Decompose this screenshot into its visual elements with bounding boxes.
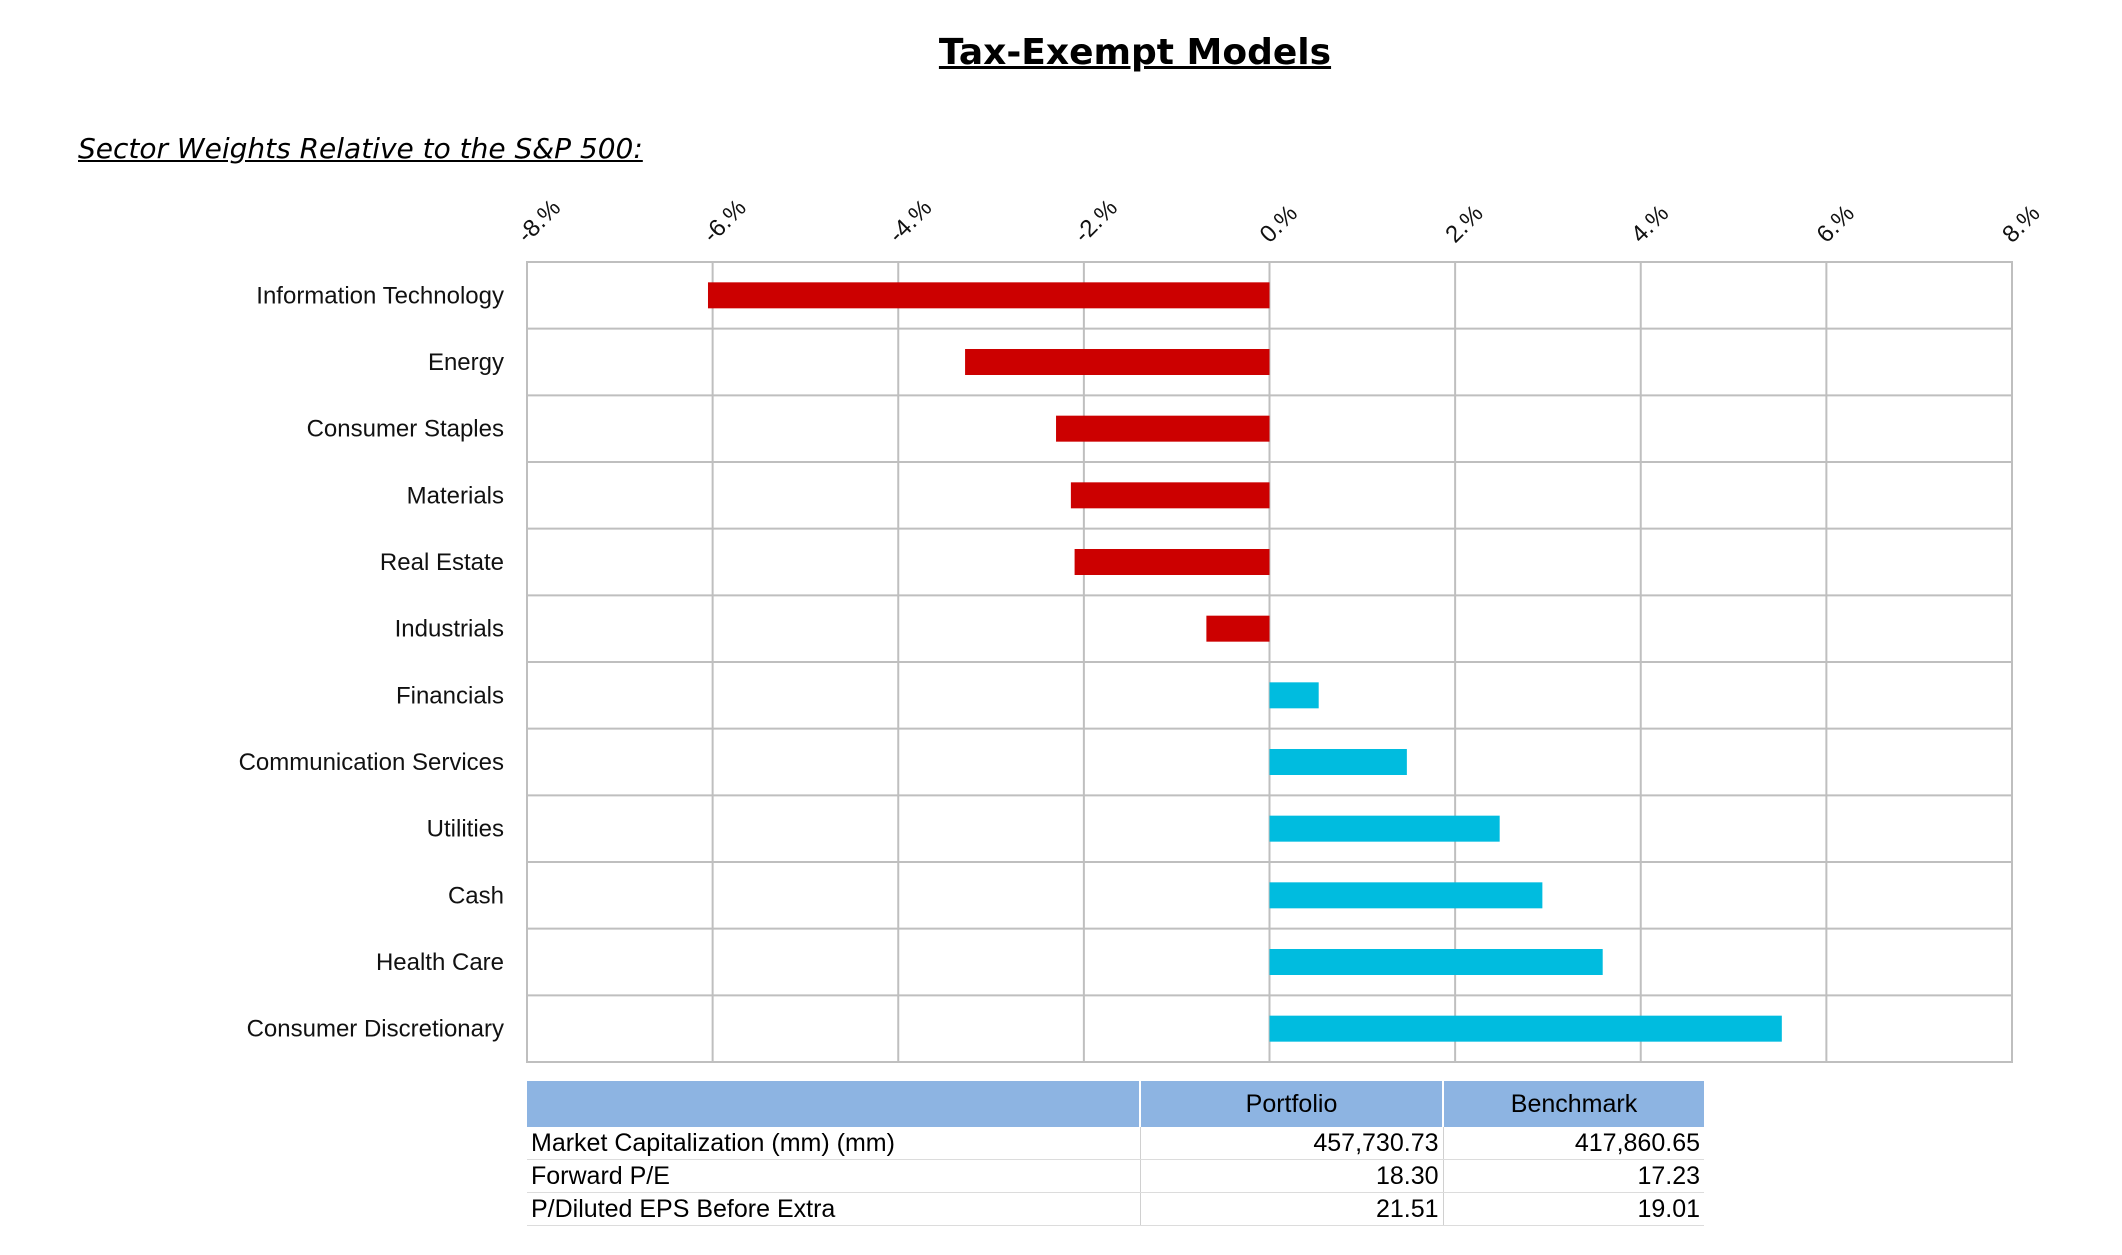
category-label: Financials (396, 682, 504, 709)
bar (1269, 882, 1543, 909)
table-row: Forward P/E 18.30 17.23 (527, 1159, 1704, 1193)
category-label: Industrials (395, 616, 504, 643)
category-label: Materials (407, 482, 504, 509)
row-label: Market Capitalization (mm) (mm) (527, 1127, 1140, 1160)
chart-subtitle: Sector Weights Relative to the S&P 500: (78, 132, 643, 165)
x-tick-label: -2.% (1069, 194, 1123, 248)
x-tick-label: -8.% (512, 194, 566, 248)
portfolio-value: 18.30 (1139, 1159, 1443, 1193)
category-label: Utilities (427, 816, 504, 843)
table-header-blank (527, 1081, 1141, 1127)
row-label: Forward P/E (527, 1159, 1140, 1193)
bar (1269, 1015, 1782, 1042)
bar (1269, 682, 1319, 709)
portfolio-value: 457,730.73 (1139, 1127, 1443, 1160)
category-label: Cash (448, 882, 504, 909)
x-tick-label: 0.% (1255, 200, 1303, 248)
x-tick-label: 4.% (1626, 200, 1674, 248)
bar (965, 349, 1270, 375)
bar (1269, 949, 1603, 975)
row-label: P/Diluted EPS Before Extra (527, 1192, 1140, 1226)
table-row: P/Diluted EPS Before Extra 21.51 19.01 (527, 1192, 1704, 1226)
bar (1074, 549, 1270, 575)
characteristics-table: Portfolio Benchmark Market Capitalizatio… (527, 1081, 1704, 1226)
category-label: Consumer Discretionary (247, 1016, 504, 1043)
bar (1269, 815, 1500, 842)
benchmark-value: 17.23 (1442, 1159, 1704, 1193)
bar (1206, 615, 1270, 642)
bar (707, 282, 1270, 309)
portfolio-value: 21.51 (1139, 1192, 1443, 1226)
table-header-benchmark: Benchmark (1443, 1081, 1704, 1127)
category-label: Health Care (376, 949, 504, 976)
bar (1056, 415, 1270, 442)
bar (1269, 749, 1407, 775)
benchmark-value: 19.01 (1442, 1192, 1704, 1226)
table-row: Market Capitalization (mm) (mm) 457,730.… (527, 1127, 1704, 1160)
bar (1070, 482, 1270, 509)
x-tick-label: -4.% (883, 194, 937, 248)
sector-weights-chart: -8.% -6.% -4.% -2.% 0.% 2.% 4.% 6.% 8.% Informat… (239, 194, 2045, 1063)
x-tick-label: -6.% (698, 194, 752, 248)
category-label: Information Technology (256, 282, 504, 309)
x-tick-label: 2.% (1440, 200, 1488, 248)
category-label: Consumer Staples (307, 416, 504, 443)
x-tick-label: 8.% (1997, 200, 2045, 248)
category-label: Communication Services (239, 749, 504, 776)
x-tick-label: 6.% (1812, 200, 1860, 248)
benchmark-value: 417,860.65 (1442, 1127, 1704, 1160)
category-label: Energy (428, 349, 504, 376)
table-header-row: Portfolio Benchmark (527, 1081, 1704, 1127)
category-label: Real Estate (380, 549, 504, 576)
table-header-portfolio: Portfolio (1140, 1081, 1444, 1127)
page-title: Tax-Exempt Models (938, 32, 1332, 73)
